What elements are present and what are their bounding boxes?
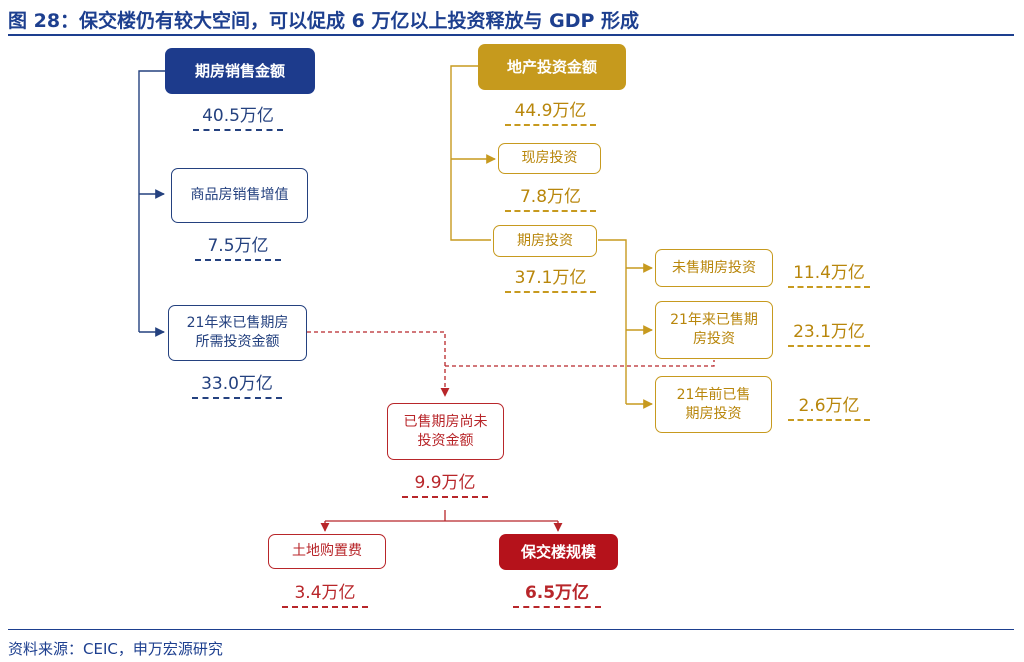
land-purchase-box: 土地购置费	[268, 534, 386, 569]
existing-investment-box: 现房投资	[498, 143, 601, 174]
land-purchase-value: 3.4万亿	[282, 578, 368, 608]
source-note: 资料来源：CEIC，申万宏源研究	[8, 640, 223, 658]
required-investment-label-line2: 所需投资金额	[195, 334, 280, 350]
sales-added-value-value: 7.5万亿	[195, 231, 281, 261]
sold-since-21-label-line1: 21年来已售期	[670, 312, 758, 329]
required-investment-box: 21年来已售期房 所需投资金额	[168, 305, 307, 361]
unsold-investment-value: 11.4万亿	[788, 258, 870, 288]
gold-connectors	[450, 65, 653, 409]
presale-investment-box: 期房投资	[493, 225, 597, 257]
presale-amount-box: 期房销售金额	[165, 48, 315, 94]
unsold-investment-box: 未售期房投资	[655, 249, 773, 287]
delivery-scale-box: 保交楼规模	[499, 534, 618, 570]
sales-added-value-box: 商品房销售增值	[171, 168, 308, 223]
blue-connectors	[138, 70, 165, 337]
sold-before-21-value: 2.6万亿	[788, 391, 870, 421]
uninvested-amount-label-line2: 投资金额	[417, 432, 474, 449]
presale-investment-value: 37.1万亿	[505, 263, 596, 293]
delivery-scale-value: 6.5万亿	[513, 578, 601, 608]
required-investment-label-line1: 21年来已售期房	[186, 315, 289, 332]
existing-investment-value: 7.8万亿	[505, 182, 596, 212]
sold-since-21-value: 23.1万亿	[788, 317, 870, 347]
figure-title: 图 28：保交楼仍有较大空间，可以促成 6 万亿以上投资释放与 GDP 形成	[8, 10, 640, 32]
title-underline	[8, 34, 1014, 36]
sold-before-21-label-line2: 期房投资	[685, 405, 742, 422]
presale-amount-value: 40.5万亿	[193, 101, 283, 131]
sold-before-21-box: 21年前已售 期房投资	[655, 376, 772, 433]
required-investment-value: 33.0万亿	[192, 369, 282, 399]
uninvested-amount-label-line1: 已售期房尚未	[403, 413, 488, 430]
sold-before-21-label-line1: 21年前已售	[676, 386, 751, 403]
property-investment-box: 地产投资金额	[478, 44, 626, 90]
sold-since-21-box: 21年来已售期 房投资	[655, 301, 773, 359]
uninvested-amount-box: 已售期房尚未 投资金额	[387, 403, 504, 460]
sold-since-21-label-line2: 房投资	[693, 331, 735, 347]
property-investment-value: 44.9万亿	[505, 96, 596, 126]
red-connectors	[307, 331, 715, 532]
source-rule	[8, 629, 1014, 630]
uninvested-amount-value: 9.9万亿	[402, 468, 488, 498]
